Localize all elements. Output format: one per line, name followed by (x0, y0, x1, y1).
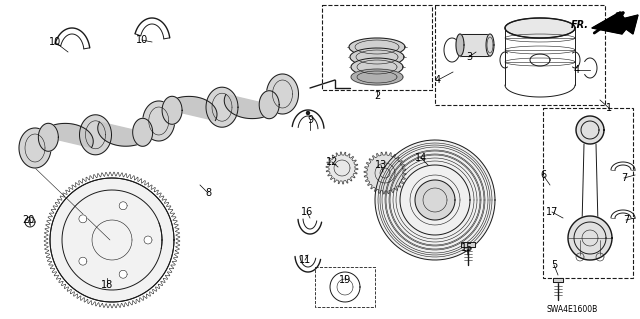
Text: 1: 1 (606, 103, 612, 113)
Polygon shape (461, 242, 475, 247)
Polygon shape (132, 118, 153, 146)
Text: 12: 12 (326, 157, 338, 167)
Polygon shape (98, 122, 152, 146)
Bar (322, 5, 432, 90)
Polygon shape (19, 128, 51, 168)
Polygon shape (460, 34, 490, 56)
Polygon shape (119, 202, 127, 210)
Polygon shape (119, 270, 127, 278)
Text: SWA4E1600B: SWA4E1600B (547, 306, 598, 315)
Polygon shape (351, 69, 403, 85)
Polygon shape (38, 123, 58, 151)
Polygon shape (307, 112, 310, 115)
Text: 14: 14 (415, 153, 427, 163)
Polygon shape (144, 236, 152, 244)
Text: 19: 19 (339, 275, 351, 285)
Polygon shape (79, 215, 87, 223)
Polygon shape (79, 257, 87, 265)
Text: 13: 13 (375, 160, 387, 170)
Polygon shape (163, 96, 217, 121)
Polygon shape (224, 94, 278, 119)
Polygon shape (259, 91, 279, 119)
Text: 6: 6 (540, 170, 546, 180)
Polygon shape (553, 278, 563, 282)
Polygon shape (326, 152, 358, 184)
Text: 10: 10 (136, 35, 148, 45)
Polygon shape (486, 34, 494, 56)
Polygon shape (350, 48, 404, 66)
Polygon shape (79, 115, 111, 155)
Bar (543, 108, 633, 278)
Polygon shape (505, 18, 575, 38)
Text: 9: 9 (307, 115, 313, 125)
Text: 3: 3 (466, 52, 472, 62)
Polygon shape (576, 116, 604, 144)
Text: 4: 4 (574, 65, 580, 75)
Text: 18: 18 (101, 280, 113, 290)
Text: 5: 5 (551, 260, 557, 270)
Text: 20: 20 (22, 215, 34, 225)
Bar (315, 267, 375, 307)
Text: 17: 17 (546, 207, 558, 217)
Bar (435, 5, 605, 105)
Polygon shape (39, 123, 93, 148)
Polygon shape (592, 12, 638, 34)
Text: 7: 7 (621, 173, 627, 183)
Text: 11: 11 (299, 255, 311, 265)
Text: 4: 4 (435, 75, 441, 85)
Polygon shape (266, 74, 298, 114)
Polygon shape (206, 87, 238, 127)
Polygon shape (162, 96, 182, 124)
Text: 16: 16 (301, 207, 313, 217)
Text: 2: 2 (374, 91, 380, 101)
Polygon shape (456, 34, 464, 56)
Polygon shape (364, 152, 406, 194)
Text: 7: 7 (623, 215, 629, 225)
Text: FR.: FR. (571, 20, 589, 30)
Text: 8: 8 (205, 188, 211, 198)
Text: 15: 15 (461, 243, 473, 253)
Polygon shape (351, 58, 403, 76)
Polygon shape (50, 178, 174, 302)
Polygon shape (349, 38, 405, 56)
Polygon shape (415, 180, 455, 220)
Polygon shape (143, 101, 175, 141)
Text: 10: 10 (49, 37, 61, 47)
Polygon shape (568, 216, 612, 260)
Polygon shape (375, 140, 495, 260)
